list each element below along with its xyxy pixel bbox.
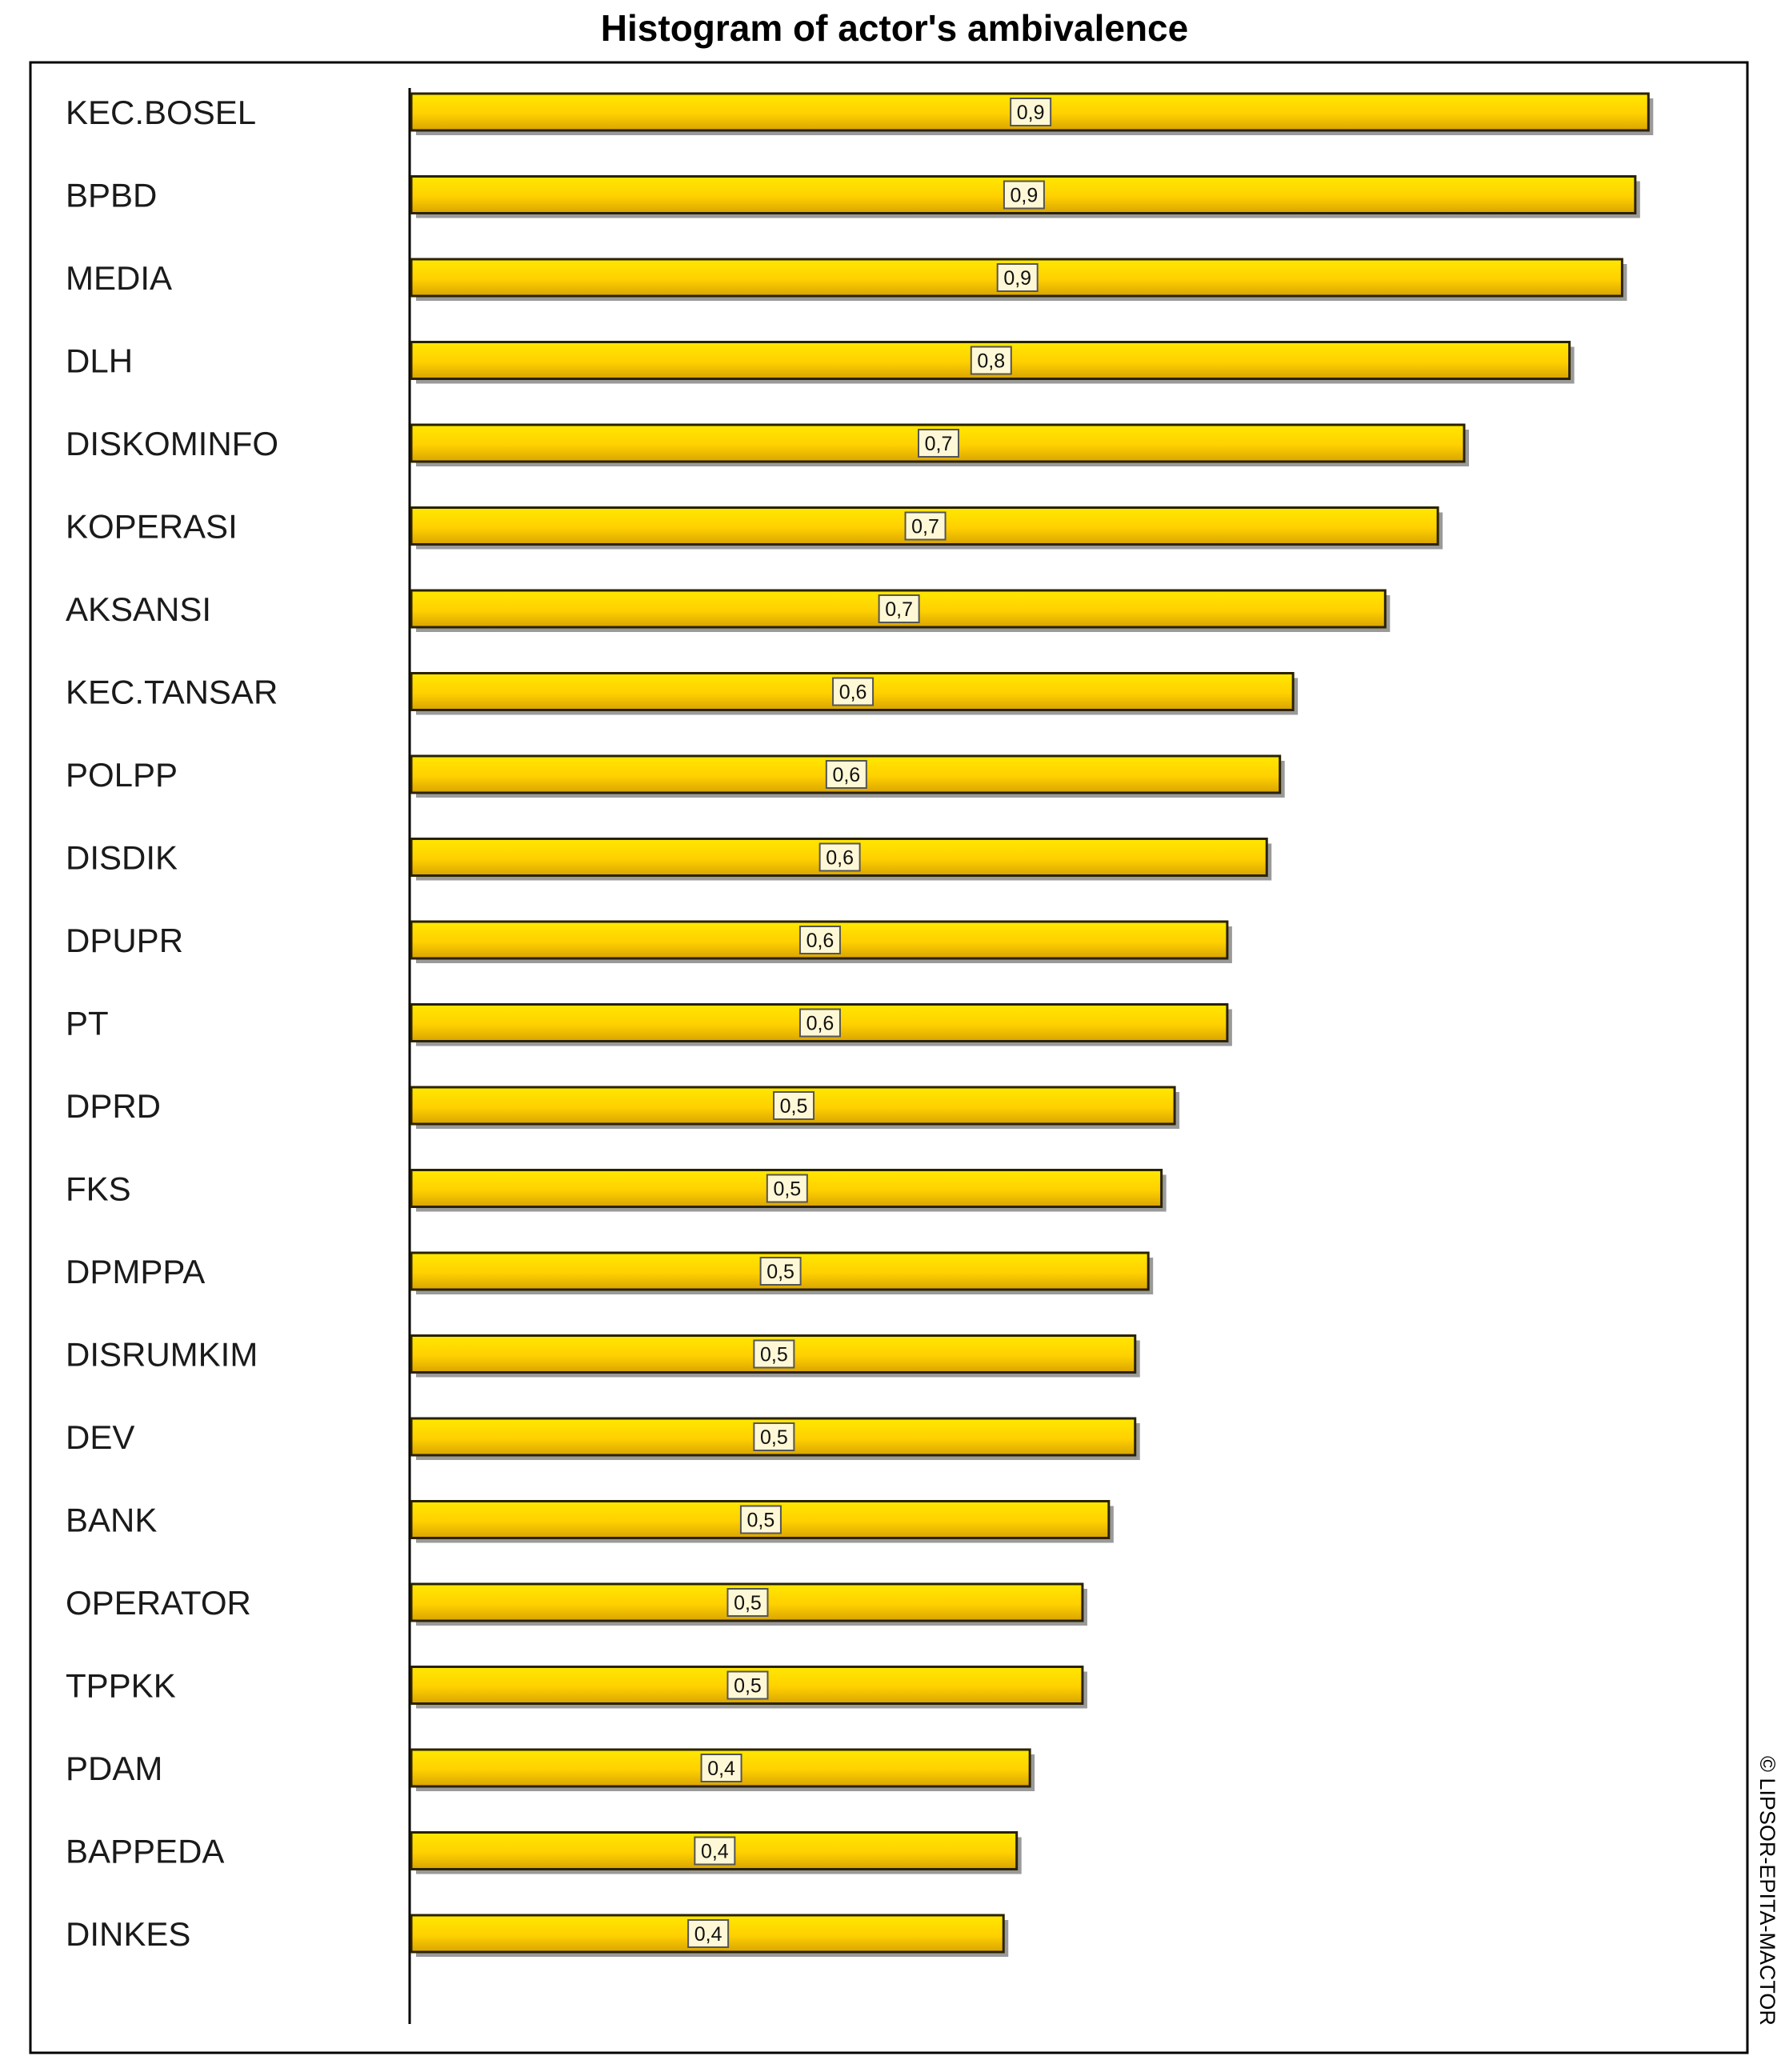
- value-label-box: [1003, 180, 1045, 210]
- value-label: 0,9: [1017, 102, 1045, 124]
- value-label-box: [832, 677, 874, 706]
- category-label: DISDIK: [66, 839, 178, 877]
- value-label-box: [904, 511, 947, 541]
- value-label: 0,5: [780, 1095, 808, 1118]
- category-label: MEDIA: [66, 259, 172, 297]
- value-label: 0,5: [773, 1178, 801, 1201]
- value-label-box: [694, 1836, 736, 1866]
- copyright-note: © LIPSOR-EPITA-MACTOR: [1755, 1756, 1779, 2026]
- value-label-box: [798, 926, 841, 954]
- value-label: 0,6: [826, 847, 854, 870]
- value-label: 0,9: [1003, 267, 1031, 290]
- value-label: 0,7: [925, 433, 953, 455]
- value-label-box: [878, 594, 920, 623]
- value-label: 0,7: [911, 516, 939, 538]
- value-label-box: [759, 1257, 802, 1286]
- value-label: 0,6: [806, 930, 834, 952]
- value-label: 0,6: [839, 682, 867, 704]
- value-label-box: [798, 1008, 841, 1038]
- value-label-box: [1010, 98, 1052, 126]
- category-label: KOPERASI: [66, 508, 238, 546]
- category-label: AKSANSI: [66, 590, 211, 628]
- value-label: 0,4: [701, 1841, 729, 1863]
- value-label-box: [753, 1422, 795, 1451]
- value-label-box: [825, 760, 867, 789]
- value-label: 0,9: [1011, 185, 1039, 207]
- category-label: PDAM: [66, 1750, 162, 1787]
- category-label: DINKES: [66, 1915, 190, 1953]
- category-label: DISRUMKIM: [66, 1336, 258, 1374]
- value-label: 0,5: [760, 1426, 788, 1449]
- value-label-box: [700, 1754, 742, 1782]
- category-label: BANK: [66, 1502, 157, 1539]
- value-label-box: [687, 1919, 730, 1948]
- category-label: POLPP: [66, 756, 178, 794]
- category-label: BAPPEDA: [66, 1833, 224, 1870]
- value-label-box: [970, 346, 1012, 375]
- value-label: 0,5: [766, 1261, 794, 1283]
- value-label: 0,6: [806, 1013, 834, 1035]
- value-label: 0,5: [734, 1675, 762, 1698]
- value-label: 0,4: [694, 1923, 722, 1946]
- value-label: 0,5: [747, 1510, 775, 1532]
- category-label: FKS: [66, 1170, 131, 1208]
- value-label-box: [918, 429, 959, 458]
- category-label: DEV: [66, 1418, 134, 1456]
- category-label: OPERATOR: [66, 1584, 251, 1622]
- category-label: DPMPPA: [66, 1253, 205, 1290]
- value-label: 0,6: [832, 764, 860, 786]
- value-label-box: [739, 1505, 782, 1534]
- value-label-box: [996, 263, 1039, 292]
- category-label: TPPKK: [66, 1667, 176, 1705]
- category-label: BPBD: [66, 177, 157, 214]
- value-label-box: [818, 842, 861, 872]
- value-label: 0,8: [977, 350, 1005, 373]
- category-label: KEC.BOSEL: [66, 94, 256, 131]
- value-label-box: [726, 1670, 769, 1700]
- category-label: PT: [66, 1005, 109, 1042]
- value-label: 0,4: [707, 1758, 735, 1780]
- category-label: KEC.TANSAR: [66, 674, 278, 711]
- category-label: DLH: [66, 342, 133, 380]
- value-label: 0,5: [760, 1344, 788, 1366]
- value-label-box: [773, 1091, 815, 1120]
- category-label: DPUPR: [66, 922, 183, 959]
- value-label: 0,5: [734, 1592, 762, 1614]
- value-label: 0,7: [885, 598, 913, 621]
- value-label-box: [766, 1174, 808, 1203]
- category-label: DISKOMINFO: [66, 425, 278, 462]
- category-label: DPRD: [66, 1087, 161, 1125]
- plot-frame: [29, 61, 1749, 2054]
- value-label-box: [753, 1339, 795, 1369]
- value-label-box: [726, 1588, 769, 1617]
- chart-title: Histogram of actor's ambivalence: [600, 7, 1189, 49]
